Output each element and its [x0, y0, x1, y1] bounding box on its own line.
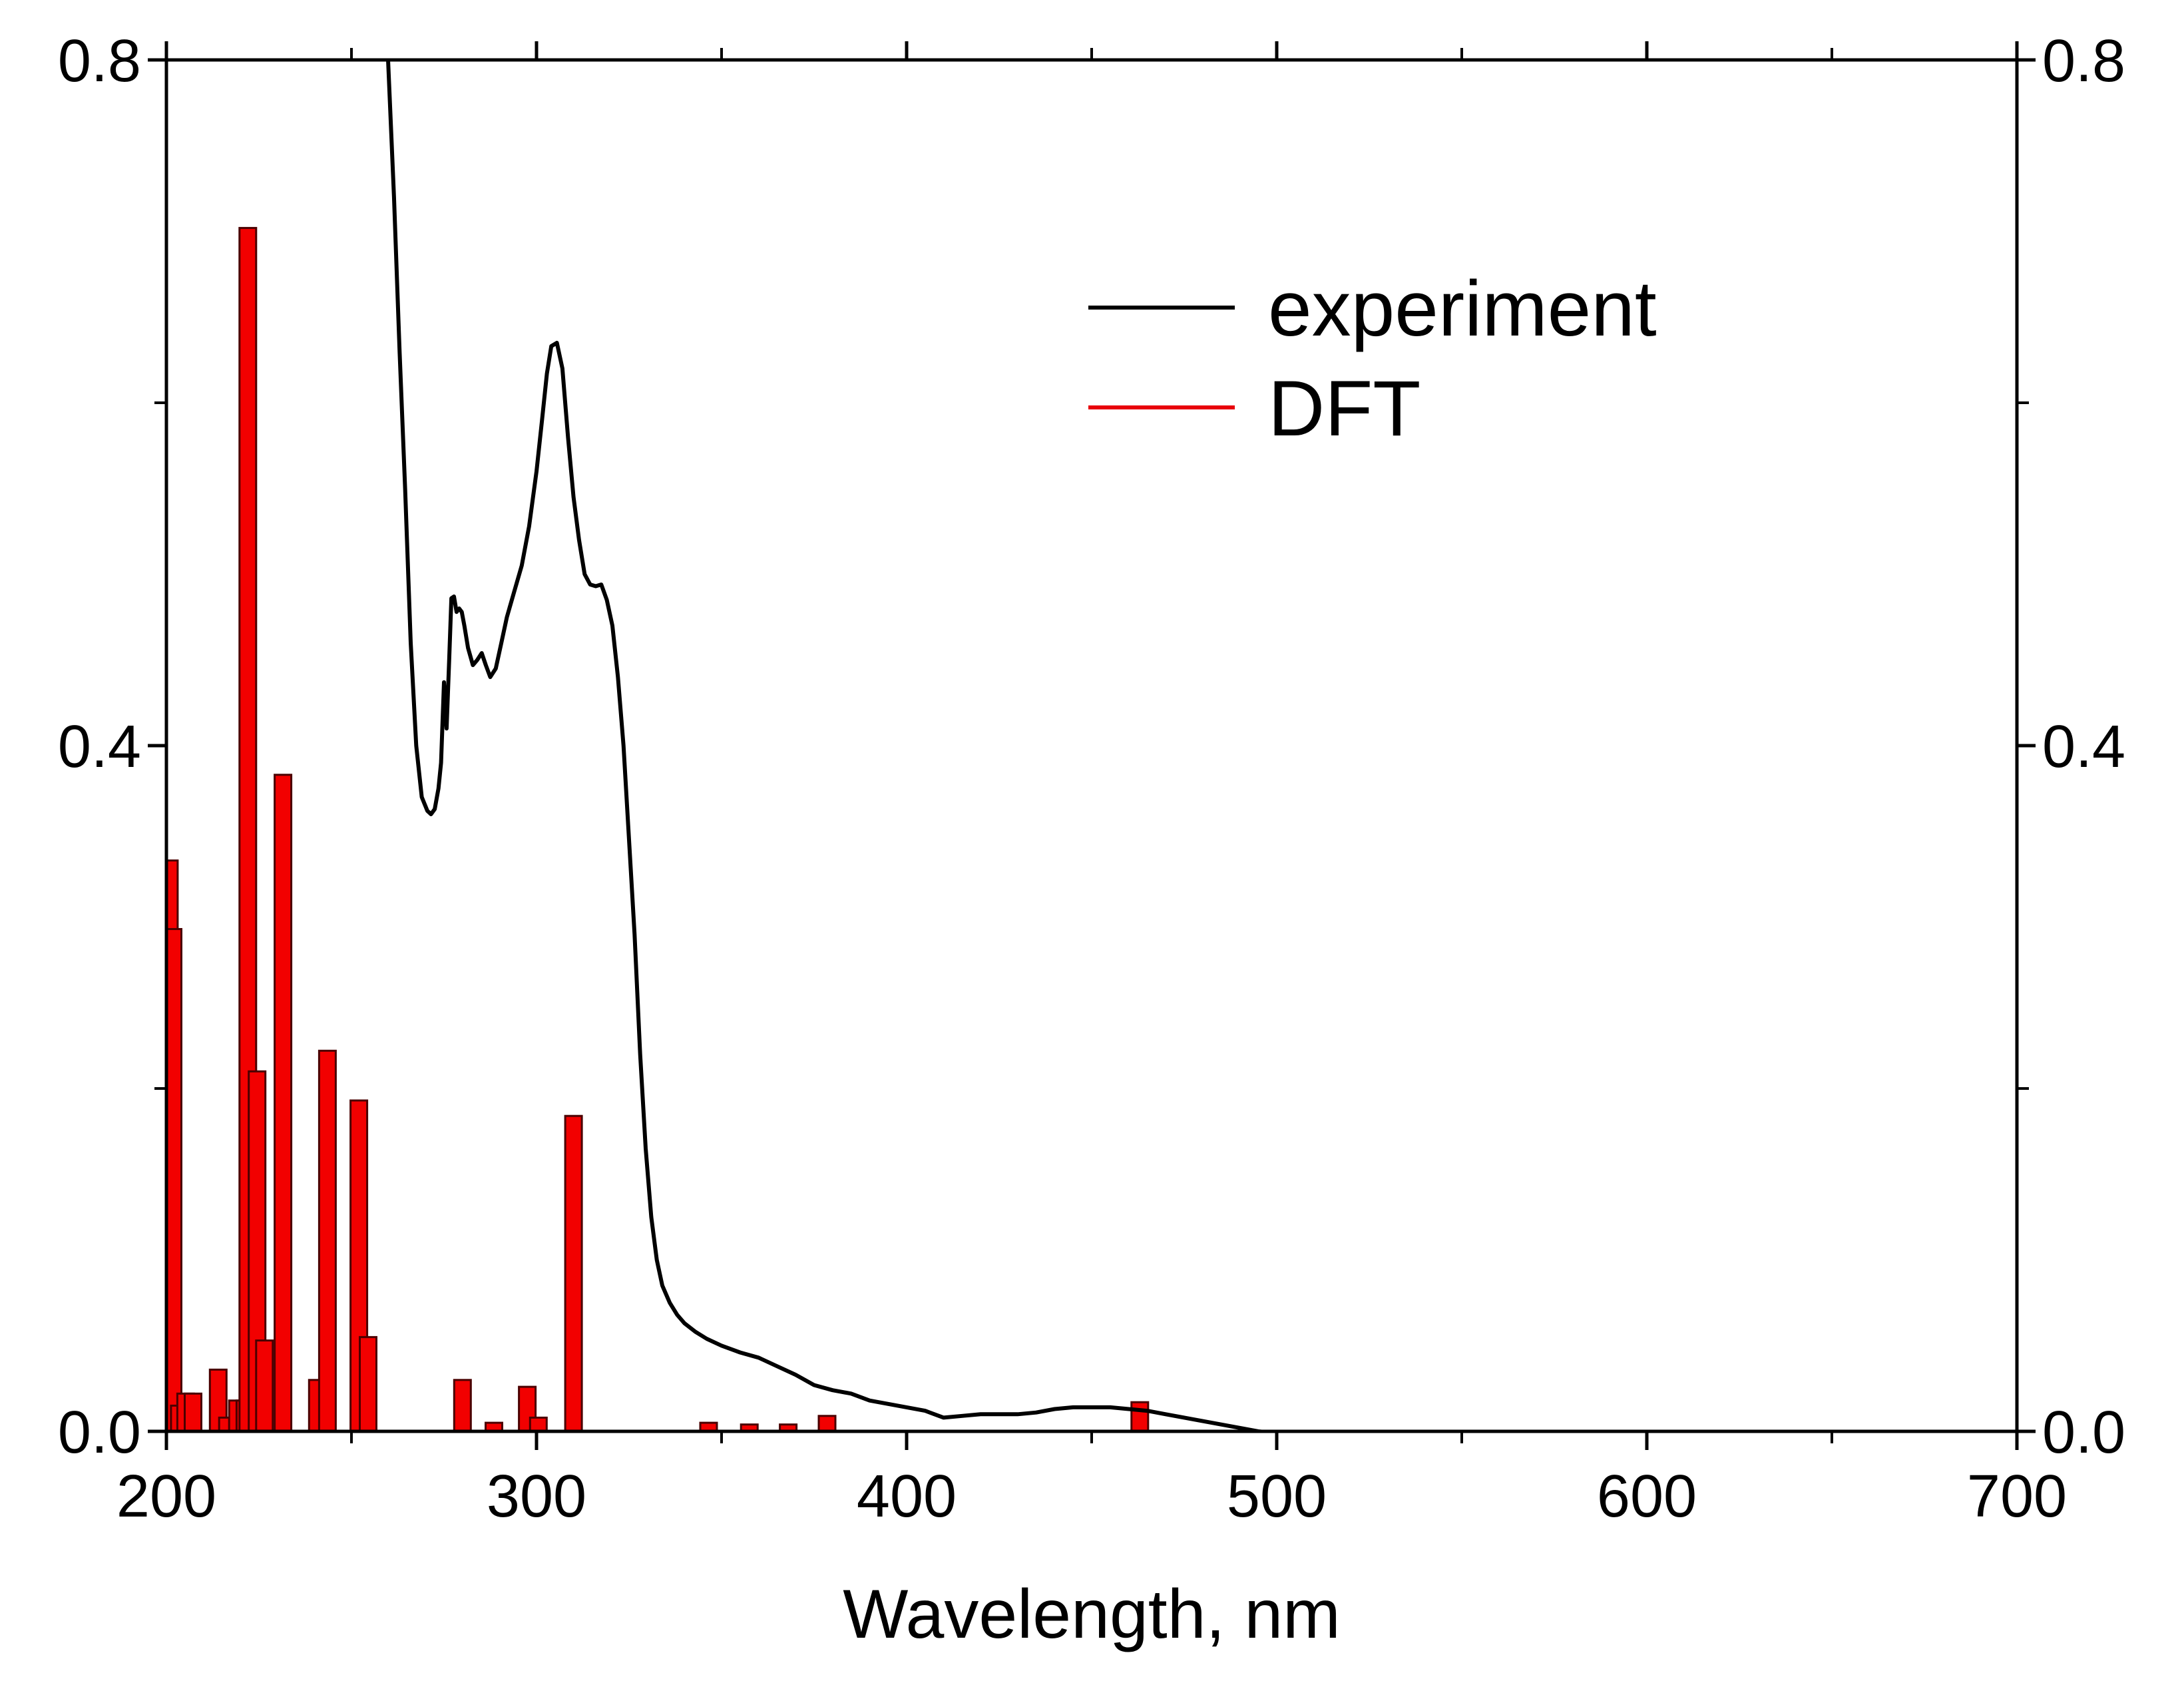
dft-bar	[817, 1415, 837, 1431]
dft-bar	[453, 1379, 472, 1431]
dft-bar	[166, 928, 182, 1431]
axis-ticks	[148, 41, 2036, 1450]
legend-label: experiment	[1268, 265, 1657, 353]
y-tick-label-left: 0.8	[58, 28, 141, 95]
y-tick-label-left: 0.4	[58, 714, 141, 780]
y-tick-label-right: 0.4	[2042, 714, 2125, 780]
experiment-line	[386, 60, 1280, 1431]
dft-bar	[1130, 1401, 1150, 1431]
y-tick-label-right: 0.8	[2042, 28, 2125, 95]
dft-bar	[255, 1339, 274, 1431]
dft-bar	[485, 1421, 503, 1431]
x-tick-label: 300	[487, 1463, 586, 1530]
x-tick-label: 700	[1967, 1463, 2067, 1530]
dft-bar	[359, 1335, 377, 1431]
legend-label: DFT	[1268, 365, 1420, 453]
x-axis-title: Wavelength, nm	[843, 1576, 1341, 1653]
x-tick-label: 400	[857, 1463, 957, 1530]
dft-bar	[518, 1385, 537, 1431]
y-tick-label-left: 0.0	[58, 1399, 141, 1466]
x-tick-label: 200	[116, 1463, 216, 1530]
dft-bar	[274, 774, 293, 1431]
dft-bars	[166, 226, 1150, 1431]
legend: experiment DFT	[1088, 265, 1657, 453]
dft-bar	[184, 1392, 202, 1431]
dft-bar	[699, 1421, 718, 1431]
dft-bar	[529, 1416, 548, 1431]
x-tick-label: 600	[1597, 1463, 1697, 1530]
x-tick-label: 500	[1227, 1463, 1327, 1530]
y-tick-label-right: 0.0	[2042, 1399, 2125, 1466]
experiment-curve-group	[386, 60, 1280, 1431]
dft-bar	[564, 1114, 583, 1431]
dft-bar	[318, 1049, 337, 1431]
